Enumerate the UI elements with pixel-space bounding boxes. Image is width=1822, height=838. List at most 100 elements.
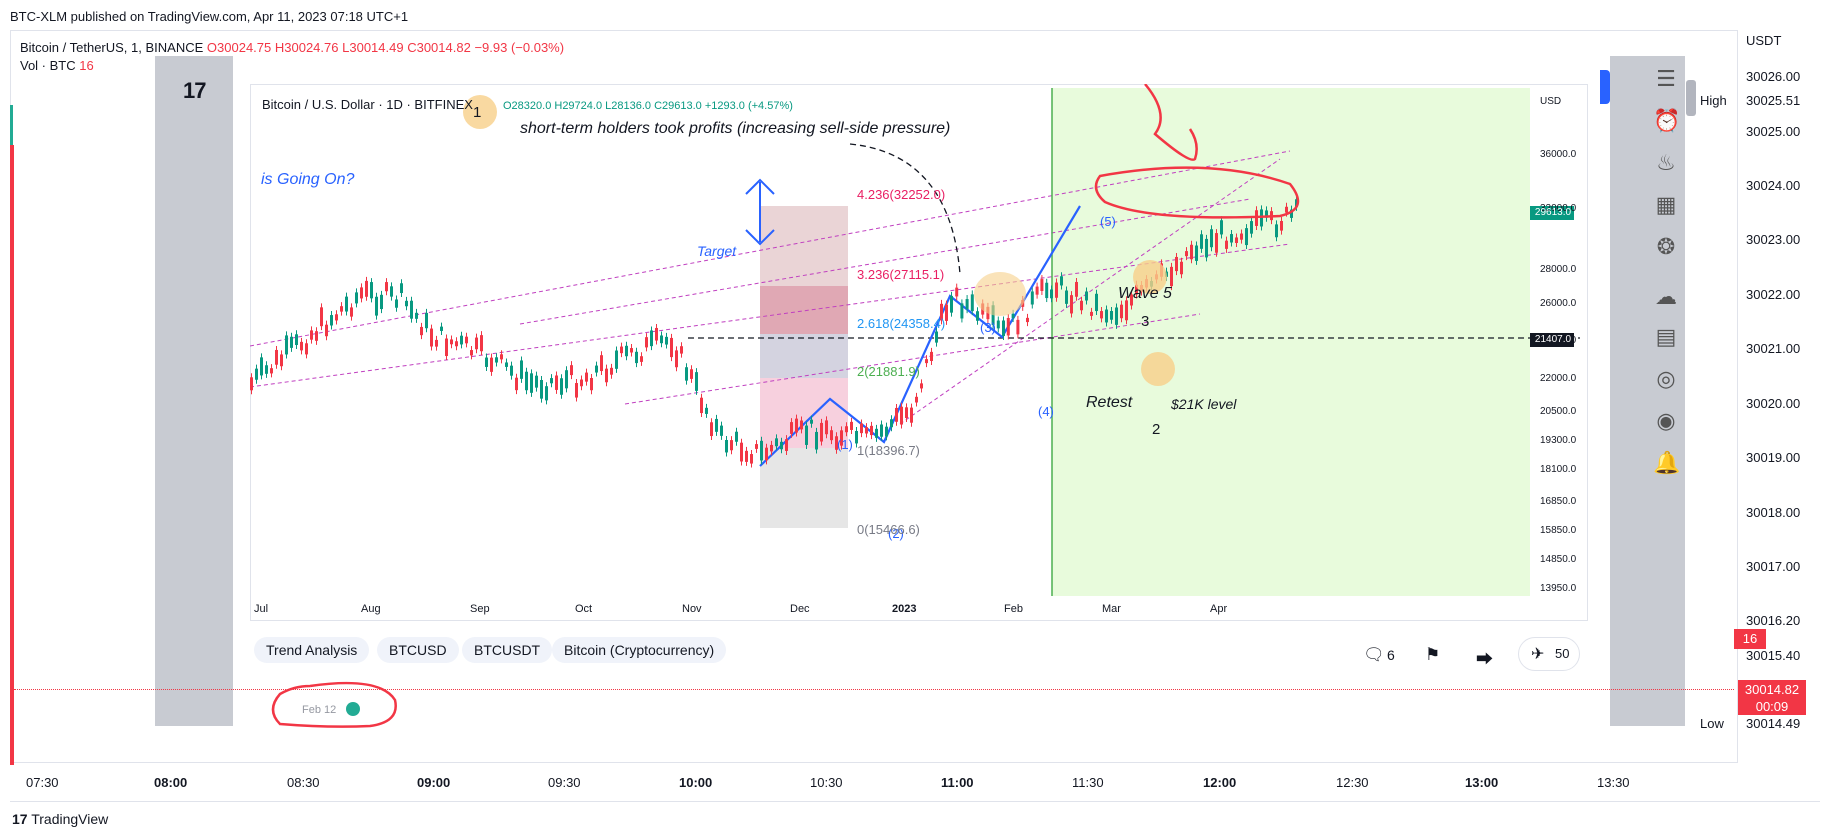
low-value: 30014.49: [1746, 716, 1801, 731]
red-circle-comment: [271, 681, 397, 728]
candle-body: [1060, 276, 1063, 286]
inner-current-price: 29613.0: [1534, 207, 1572, 218]
bell-icon[interactable]: 🔔: [1653, 450, 1681, 475]
inner-month-label: Aug: [361, 603, 381, 615]
candle-body: [255, 368, 258, 380]
outer-price-label: 30020.00: [1746, 396, 1801, 411]
wave-1-label: (1): [837, 437, 853, 452]
flag-icon[interactable]: ⚑: [1425, 645, 1441, 664]
candle-body: [675, 350, 678, 368]
open-value: O30024.75: [206, 40, 272, 55]
candle-body: [1045, 282, 1049, 299]
time-label: 12:00: [1203, 775, 1237, 790]
footer-brand: 17 TradingView: [12, 811, 108, 827]
calendar-icon[interactable]: ▦: [1655, 192, 1677, 217]
candle-body: [1100, 311, 1103, 319]
candle-body: [960, 303, 964, 319]
candle-body: [750, 454, 753, 464]
candle-body: [510, 365, 513, 376]
outer-price-label: 30026.00: [1746, 69, 1801, 84]
candle-body: [565, 370, 568, 389]
candle-body: [920, 383, 923, 389]
candle-body: [870, 425, 873, 436]
candle-body: [585, 372, 588, 382]
fib-level-4236: 4.236(32252.0): [857, 187, 946, 202]
tag-bitcoin-cryptocurrency[interactable]: Bitcoin (Cryptocurrency): [552, 637, 727, 663]
inner-price-label: 19300.0: [1540, 435, 1577, 446]
footer-brand-text: TradingView: [31, 811, 109, 827]
broadcast-icon[interactable]: ◉: [1656, 408, 1676, 433]
boost-button[interactable]: ✈ 50: [1518, 637, 1580, 671]
elliott-wave-line: [759, 205, 1081, 467]
hotlist-fire-icon[interactable]: ♨: [1656, 150, 1676, 175]
candle-body: [370, 282, 373, 299]
inner-month-label: Apr: [1210, 603, 1228, 615]
time-label: 09:00: [417, 775, 451, 790]
candle-body: [755, 444, 758, 449]
candle-body: [835, 436, 838, 450]
candle-body: [340, 306, 343, 312]
wave-4-label: (4): [1038, 404, 1054, 419]
candle-body: [325, 324, 328, 337]
candle-body: [1170, 266, 1173, 287]
candle-body: [795, 418, 798, 433]
candle-body: [550, 378, 553, 384]
candle-body: [645, 337, 648, 348]
ideas-bulb-icon[interactable]: ❂: [1656, 234, 1676, 259]
candle-body: [1205, 238, 1208, 258]
volume-value: 16: [79, 58, 94, 73]
scrollbar-handle[interactable]: [1686, 80, 1696, 116]
candle-body: [880, 424, 883, 437]
left-candle-top: [10, 105, 13, 145]
target-arrow-up-icon: [745, 178, 775, 195]
tag-btcusdt[interactable]: BTCUSDT: [462, 637, 553, 663]
share-icon[interactable]: ⮕: [1476, 650, 1493, 669]
candle-body: [730, 440, 733, 451]
candle-body: [1070, 295, 1073, 314]
candle-body: [650, 330, 653, 347]
candle-body: [1030, 291, 1034, 305]
candle-body: [970, 294, 974, 312]
tag-btcusd[interactable]: BTCUSD: [377, 637, 459, 663]
highlight-zone: [1052, 88, 1530, 596]
candle-body: [1245, 228, 1248, 246]
candle-body: [290, 336, 293, 348]
comment-icon[interactable]: 🗨: [1363, 645, 1385, 664]
comments-count: 6: [1387, 647, 1395, 663]
candle-body: [445, 338, 448, 357]
candle-body: [830, 430, 833, 441]
outer-price-label: 30018.00: [1746, 505, 1801, 520]
time-label: 10:30: [810, 775, 843, 790]
symbol-name: Bitcoin / TetherUS, 1, BINANCE: [20, 40, 204, 55]
publish-header: BTC-XLM published on TradingView.com, Ap…: [10, 9, 409, 24]
marker-price-tag: [1530, 333, 1574, 347]
candle-body: [470, 350, 473, 356]
candle-body: [775, 438, 778, 447]
candle-body: [545, 386, 548, 401]
candle-body: [1006, 317, 1010, 336]
tradingview-logo-icon: 17: [183, 78, 207, 103]
level-21k-label: $21K level: [1171, 396, 1237, 412]
time-label: 10:00: [679, 775, 713, 790]
inner-price-label: 14850.0: [1540, 554, 1577, 565]
watchlist-icon[interactable]: ☰: [1656, 66, 1676, 91]
alarm-clock-icon[interactable]: ⏰: [1653, 108, 1681, 133]
time-label: 08:00: [154, 775, 188, 790]
chat-cloud-icon[interactable]: ☁: [1655, 284, 1677, 309]
fib-level-3236: 3.236(27115.1): [857, 267, 945, 282]
inner-month-label: Oct: [575, 603, 593, 615]
high-value: H30024.76: [274, 40, 339, 55]
candle-body: [865, 427, 868, 434]
symbol-legend[interactable]: Bitcoin / TetherUS, 1, BINANCE O30024.75…: [20, 40, 564, 55]
candle-body: [1195, 245, 1198, 261]
volume-legend[interactable]: Vol · BTC 16: [20, 58, 94, 73]
volume-tag: 16: [1734, 629, 1766, 649]
tag-trend-analysis[interactable]: Trend Analysis: [254, 637, 370, 663]
notifications-chat-icon[interactable]: ▤: [1655, 324, 1677, 349]
candle-body: [615, 350, 618, 369]
candle-body: [390, 286, 393, 297]
inner-chart-currency: USD: [1540, 96, 1562, 107]
candle-body: [620, 346, 623, 354]
streams-icon[interactable]: ◎: [1656, 366, 1676, 391]
candle-body: [1285, 206, 1288, 213]
